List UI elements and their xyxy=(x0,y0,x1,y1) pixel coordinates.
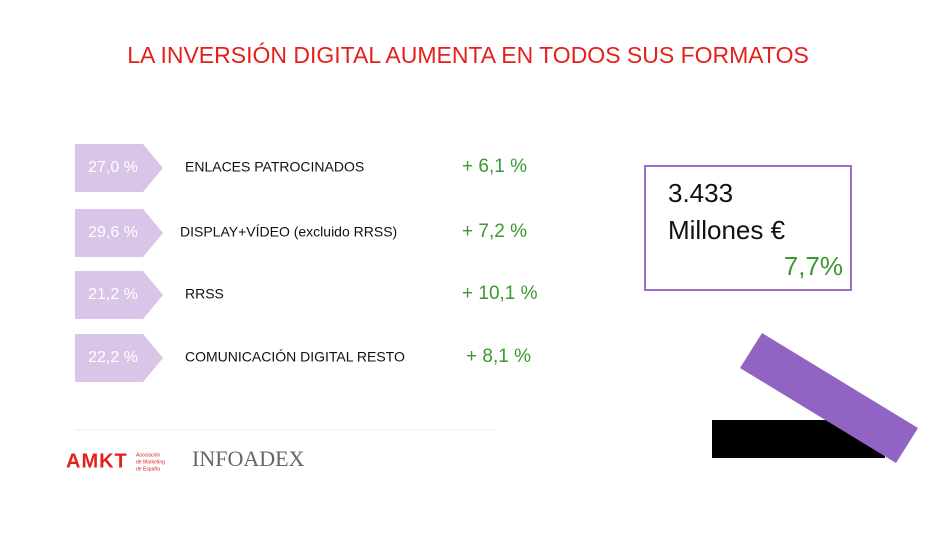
total-amount: 3.433 xyxy=(668,178,733,208)
rows: 27,0 % ENLACES PATROCINADOS + 6,1 % 29,6 % D… xyxy=(75,144,538,382)
growth-label: + 6,1 % xyxy=(462,156,527,177)
total-growth: 7,7% xyxy=(784,251,843,281)
share-label: 21,2 % xyxy=(88,286,138,303)
amkt-caption-line: de España xyxy=(136,466,160,472)
slide-title: LA INVERSIÓN DIGITAL AUMENTA EN TODOS SU… xyxy=(127,42,809,68)
format-label: RRSS xyxy=(185,286,224,302)
total-box xyxy=(644,165,852,291)
growth-label: + 7,2 % xyxy=(462,221,527,242)
amkt-caption-line: de Marketing xyxy=(136,459,165,465)
share-label: 22,2 % xyxy=(88,349,138,366)
format-label: DISPLAY+VÍDEO (excluido RRSS) xyxy=(180,224,397,240)
growth-label: + 10,1 % xyxy=(462,283,538,304)
decor-purple-bar xyxy=(740,333,918,463)
share-label: 27,0 % xyxy=(88,159,138,176)
growth-label: + 8,1 % xyxy=(466,346,531,367)
format-label: COMUNICACIÓN DIGITAL RESTO xyxy=(185,349,405,365)
amkt-caption: Asociación de Marketing de España xyxy=(136,452,165,472)
infoadex-logo: INFOADEX xyxy=(192,446,305,471)
chevron xyxy=(75,334,163,382)
share-label: 29,6 % xyxy=(88,224,138,241)
format-label: ENLACES PATROCINADOS xyxy=(185,159,364,175)
chevron xyxy=(75,271,163,319)
chevron xyxy=(75,144,163,192)
amkt-caption-line: Asociación xyxy=(136,452,160,458)
chevron xyxy=(75,209,163,257)
total-unit: Millones € xyxy=(668,215,786,245)
amkt-logo: AMKT xyxy=(66,450,128,472)
